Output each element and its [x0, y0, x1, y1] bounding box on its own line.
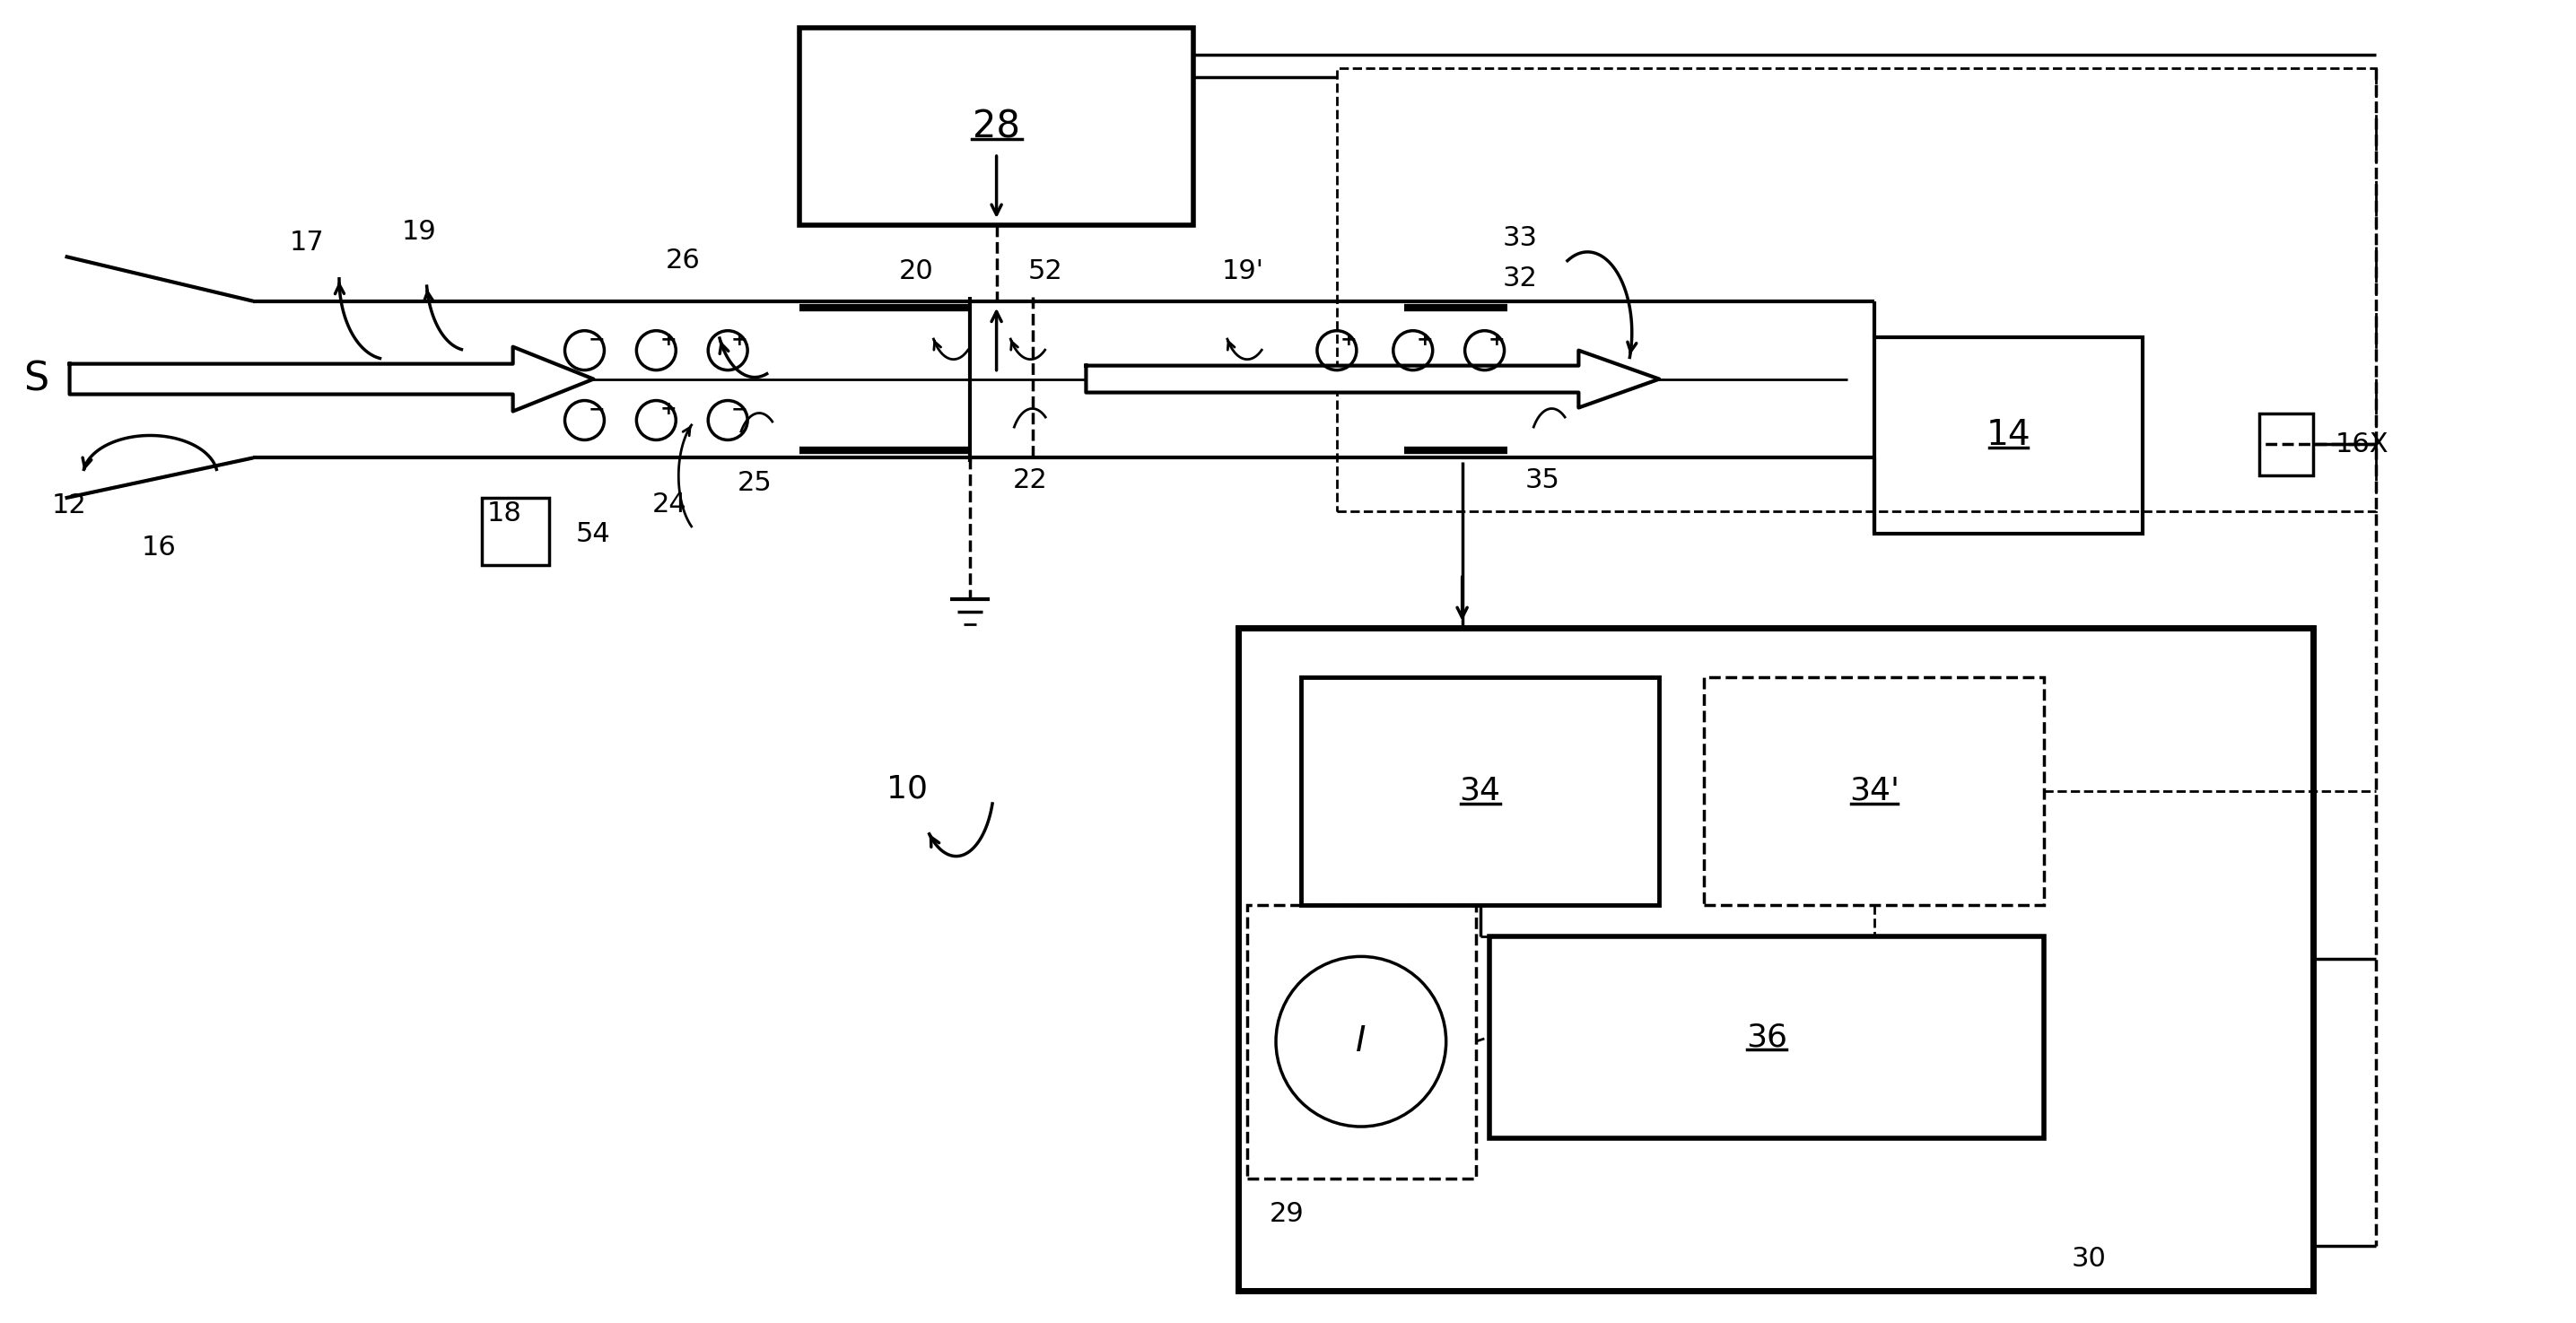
Text: +: +	[1489, 331, 1504, 348]
Text: 34': 34'	[1850, 775, 1899, 806]
Text: 54: 54	[577, 521, 611, 546]
Text: +: +	[1340, 331, 1358, 348]
Text: 30: 30	[2071, 1246, 2107, 1273]
Text: +: +	[1417, 331, 1432, 348]
Text: 28: 28	[974, 107, 1020, 146]
Text: −: −	[587, 331, 605, 348]
Text: 29: 29	[1270, 1201, 1303, 1228]
Text: I: I	[1355, 1024, 1365, 1058]
Text: 35: 35	[1525, 467, 1561, 493]
Text: 52: 52	[1028, 258, 1064, 284]
Text: 18: 18	[487, 500, 520, 527]
Text: 19: 19	[402, 220, 435, 245]
Polygon shape	[1087, 351, 1659, 407]
Text: +: +	[732, 331, 747, 348]
Text: 32: 32	[1502, 266, 1538, 292]
Text: 33: 33	[1502, 225, 1538, 251]
Text: 36: 36	[1747, 1021, 1788, 1052]
Text: 16: 16	[142, 534, 178, 561]
Text: −: −	[587, 401, 605, 418]
Text: 19': 19'	[1221, 258, 1265, 284]
Text: 34: 34	[1461, 775, 1502, 806]
Text: S: S	[23, 360, 49, 398]
Text: +: +	[659, 401, 677, 418]
Text: +: +	[659, 331, 677, 348]
Text: 16X: 16X	[2336, 431, 2388, 458]
Text: 26: 26	[665, 247, 701, 274]
Text: 20: 20	[899, 258, 933, 284]
Polygon shape	[70, 347, 592, 411]
Text: 25: 25	[737, 470, 773, 496]
Text: 22: 22	[1012, 467, 1048, 493]
Text: −: −	[732, 401, 747, 418]
Text: 24: 24	[652, 491, 688, 517]
Text: 12: 12	[52, 492, 88, 519]
Text: 14: 14	[1986, 418, 2030, 452]
Text: 10: 10	[886, 774, 927, 804]
Text: 17: 17	[289, 230, 325, 255]
